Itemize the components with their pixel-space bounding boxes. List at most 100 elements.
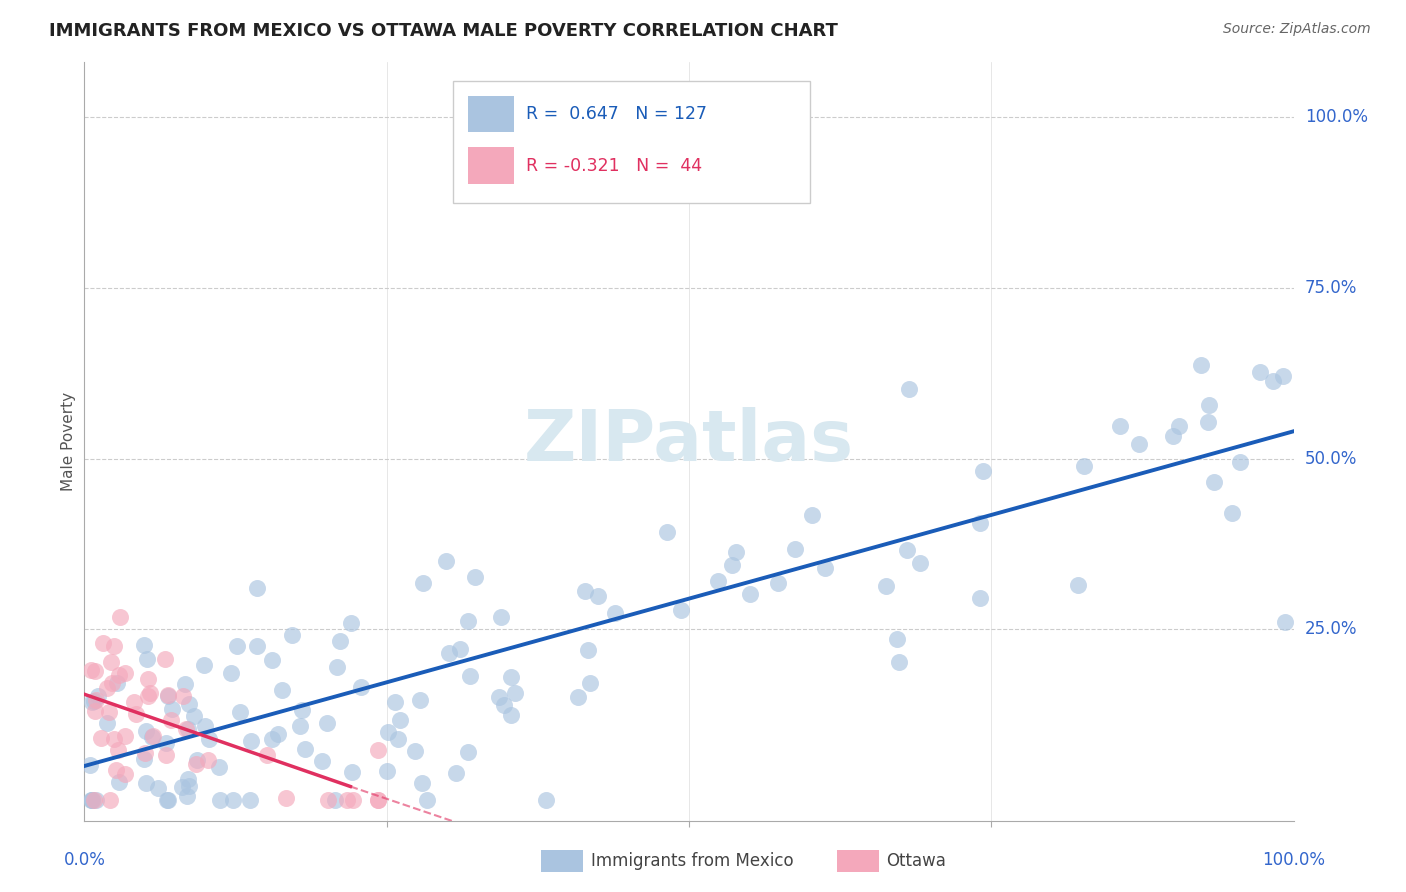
Point bbox=[97, 705, 120, 719]
Point bbox=[139, 686, 162, 700]
Point bbox=[969, 591, 991, 606]
Text: 25.0%: 25.0% bbox=[1305, 620, 1357, 639]
Point bbox=[176, 789, 198, 803]
Point bbox=[367, 793, 389, 807]
Point bbox=[342, 793, 364, 807]
Point bbox=[501, 708, 523, 723]
Point bbox=[80, 663, 103, 677]
Point bbox=[409, 693, 432, 707]
Point bbox=[457, 745, 479, 759]
Point bbox=[80, 793, 103, 807]
Point bbox=[1161, 429, 1184, 443]
Point bbox=[114, 665, 136, 680]
Point bbox=[655, 524, 678, 539]
Point bbox=[96, 681, 118, 696]
Point bbox=[183, 708, 205, 723]
Point bbox=[574, 584, 596, 599]
Point bbox=[174, 677, 197, 691]
Point bbox=[103, 732, 125, 747]
Point bbox=[329, 634, 352, 648]
Y-axis label: Male Poverty: Male Poverty bbox=[60, 392, 76, 491]
Point bbox=[114, 729, 136, 743]
Point bbox=[444, 766, 467, 780]
Point bbox=[101, 676, 124, 690]
Point bbox=[339, 615, 361, 630]
Point bbox=[136, 652, 159, 666]
Point bbox=[134, 746, 156, 760]
Point bbox=[82, 695, 104, 709]
Point bbox=[124, 707, 146, 722]
Text: 100.0%: 100.0% bbox=[1305, 108, 1368, 126]
Point bbox=[256, 748, 278, 763]
Point bbox=[534, 793, 557, 807]
Point bbox=[208, 760, 231, 774]
Point bbox=[108, 775, 131, 789]
Text: Ottawa: Ottawa bbox=[886, 852, 946, 870]
Point bbox=[411, 776, 433, 790]
Point bbox=[897, 382, 920, 396]
Point bbox=[114, 766, 136, 780]
Point bbox=[260, 653, 283, 667]
Point bbox=[132, 751, 155, 765]
Point bbox=[266, 727, 288, 741]
Point bbox=[281, 628, 304, 642]
Point bbox=[274, 791, 297, 805]
Point bbox=[84, 692, 107, 706]
Point bbox=[325, 659, 347, 673]
Point bbox=[105, 763, 128, 777]
Point bbox=[972, 464, 994, 478]
Point bbox=[156, 688, 179, 702]
Point bbox=[721, 558, 744, 573]
Point bbox=[415, 793, 437, 807]
Point bbox=[875, 579, 897, 593]
Point bbox=[288, 719, 311, 733]
Point bbox=[138, 672, 160, 686]
Text: 75.0%: 75.0% bbox=[1305, 279, 1357, 297]
Point bbox=[179, 698, 201, 712]
Point bbox=[155, 747, 177, 762]
Point bbox=[153, 652, 176, 666]
Point bbox=[100, 655, 122, 669]
Point bbox=[80, 793, 103, 807]
Point bbox=[887, 655, 910, 669]
Point bbox=[503, 686, 526, 700]
Point bbox=[1128, 437, 1150, 451]
Text: 0.0%: 0.0% bbox=[63, 851, 105, 869]
Point bbox=[366, 743, 388, 757]
Point bbox=[134, 638, 156, 652]
Point bbox=[122, 695, 145, 709]
Point bbox=[198, 731, 221, 746]
Point bbox=[156, 793, 179, 807]
Point bbox=[90, 731, 112, 745]
Point bbox=[464, 570, 486, 584]
Point bbox=[229, 705, 252, 719]
Point bbox=[896, 542, 918, 557]
Text: ZIPatlas: ZIPatlas bbox=[524, 407, 853, 476]
Point bbox=[96, 715, 118, 730]
Point bbox=[886, 632, 908, 646]
Point bbox=[311, 754, 333, 768]
Point bbox=[271, 682, 294, 697]
Point bbox=[83, 793, 105, 807]
Point bbox=[316, 793, 339, 807]
Point bbox=[79, 758, 101, 772]
Point bbox=[449, 642, 471, 657]
Point bbox=[908, 557, 931, 571]
Point bbox=[222, 793, 245, 807]
Point bbox=[1249, 366, 1271, 380]
Point bbox=[578, 675, 600, 690]
Point bbox=[1274, 615, 1296, 630]
Point bbox=[488, 690, 510, 704]
Point bbox=[404, 744, 426, 758]
Point bbox=[148, 780, 170, 795]
Point bbox=[1197, 415, 1219, 429]
Point bbox=[186, 753, 208, 767]
Point bbox=[136, 689, 159, 703]
Point bbox=[157, 689, 180, 703]
Point bbox=[740, 586, 762, 600]
Point bbox=[176, 723, 198, 737]
Point bbox=[142, 729, 165, 743]
Point bbox=[567, 690, 589, 704]
Point bbox=[177, 779, 200, 793]
Point bbox=[367, 793, 389, 807]
